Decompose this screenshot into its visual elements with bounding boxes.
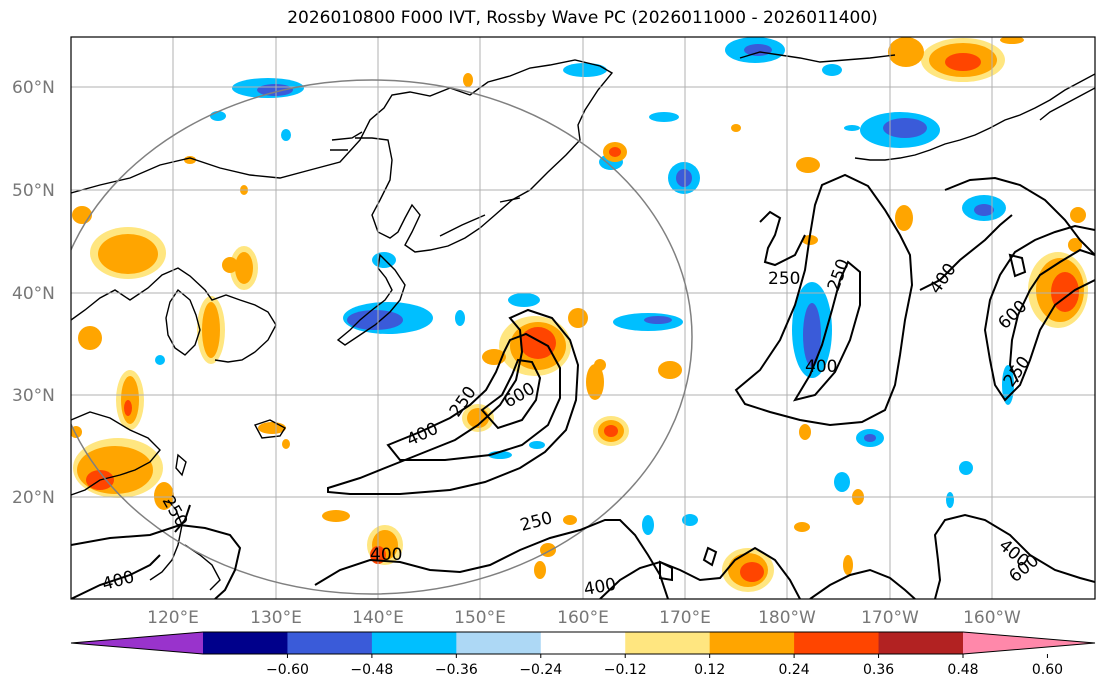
contour-label: 400: [805, 357, 837, 377]
ivt-contours: [71, 173, 1095, 599]
colorbar-tick-label: 0.12: [694, 662, 725, 678]
lat-label: 50°N: [12, 181, 55, 201]
colorbar-segment: [540, 632, 626, 654]
colorbar-segment: [203, 632, 288, 654]
lon-label: 150°E: [454, 608, 506, 628]
negative-anomaly-blob: [668, 162, 700, 194]
positive-anomaly-blob: [888, 37, 1005, 82]
lon-label: 170°E: [659, 608, 711, 628]
colorbar: −0.60 −0.48 −0.36 −0.24 −0.12 0.12 0.24 0.36 0.4…: [70, 631, 1096, 678]
longitude-labels: 120°E 130°E 140°E 150°E 160°E 170°E 180°…: [147, 608, 1021, 628]
contour-label: 400: [370, 545, 402, 565]
colorbar-tick-label: −0.48: [350, 662, 393, 678]
colorbar-tick-label: −0.36: [435, 662, 478, 678]
colorbar-segment: [794, 632, 880, 654]
lon-label: 170°W: [861, 608, 919, 628]
colorbar-tick-label: −0.12: [604, 662, 647, 678]
lon-label: 130°E: [250, 608, 302, 628]
colorbar-extend-low: [71, 632, 203, 654]
positive-anomaly-blob: [90, 227, 166, 279]
negative-anomaly-blob: [613, 313, 683, 331]
colorbar-tick-label: 0.24: [779, 662, 810, 678]
colorbar-tick-label: 0.48: [947, 662, 978, 678]
positive-anomaly-blob: [197, 296, 225, 364]
lat-label: 40°N: [12, 284, 55, 304]
negative-anomaly-blob: [725, 37, 785, 63]
lon-label: 180°W: [758, 608, 816, 628]
colorbar-extend-high: [963, 632, 1095, 654]
grid-lines: [71, 37, 1095, 599]
lon-label: 140°E: [352, 608, 404, 628]
colorbar-tick-label: −0.24: [519, 662, 562, 678]
colorbar-segment: [371, 632, 457, 654]
colorbar-segment: [456, 632, 542, 654]
positive-anomaly-blob: [230, 246, 258, 290]
region-ellipse: [71, 79, 693, 595]
colorbar-segment: [287, 632, 373, 654]
lon-label: 160°W: [963, 608, 1021, 628]
negative-anomaly-blob: [860, 112, 940, 148]
lon-label: 120°E: [147, 608, 199, 628]
negative-anomaly-blob: [962, 195, 1006, 221]
map-title: 2026010800 F000 IVT, Rossby Wave PC (202…: [287, 8, 878, 28]
positive-anomaly-blob: [71, 37, 1086, 579]
contour-label: 250: [768, 269, 800, 289]
negative-anomaly-blob: [792, 282, 832, 378]
lat-label: 30°N: [12, 386, 55, 406]
colorbar-tick-label: 0.60: [1032, 662, 1063, 678]
coastlines: [71, 51, 1095, 591]
lat-label: 60°N: [12, 78, 55, 98]
colorbar-outline: [70, 631, 1096, 655]
map-frame: [70, 36, 1096, 600]
colorbar-segment: [625, 632, 711, 654]
positive-anomaly-blob: [1028, 252, 1088, 328]
colorbar-segment: [709, 632, 795, 654]
ivt-shading: [71, 37, 1088, 592]
colorbar-tick-label: 0.36: [863, 662, 894, 678]
latitude-labels: 60°N 50°N 40°N 30°N 20°N: [12, 78, 55, 508]
negative-anomaly-blob: [343, 302, 433, 334]
lat-label: 20°N: [12, 488, 55, 508]
lon-label: 160°E: [557, 608, 609, 628]
positive-anomaly-blob: [116, 370, 144, 430]
colorbar-tick-label: −0.60: [266, 662, 309, 678]
colorbar-segment: [878, 632, 964, 654]
